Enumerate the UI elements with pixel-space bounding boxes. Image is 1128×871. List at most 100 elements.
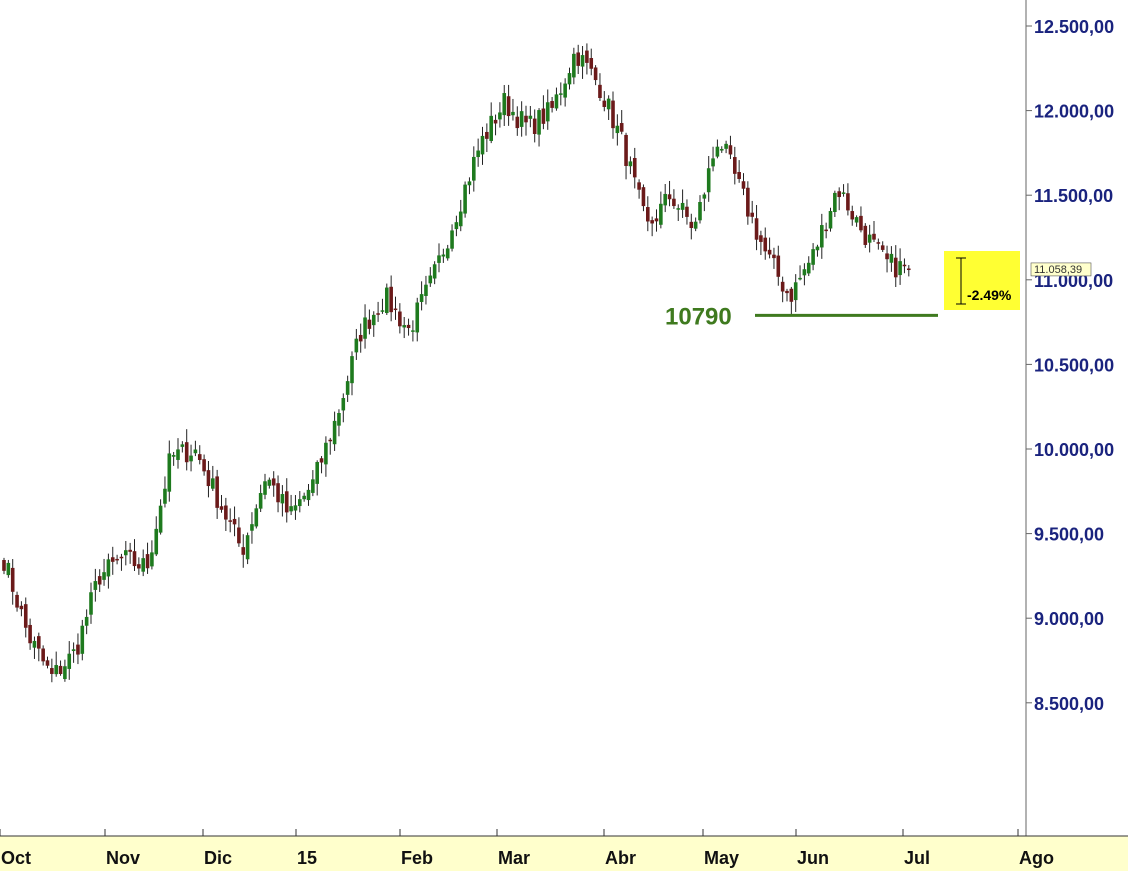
y-tick-label: 12.000,00 (1034, 102, 1114, 122)
candle-body (685, 206, 689, 217)
candle (806, 256, 811, 277)
candle (885, 245, 889, 273)
candle-body (650, 220, 654, 224)
candle (524, 105, 528, 136)
y-tick-label: 11.500,00 (1034, 186, 1113, 206)
candle-body (158, 505, 163, 533)
candle (106, 553, 111, 589)
last-price-label: 11.058,39 (1034, 264, 1082, 276)
candle (211, 465, 215, 492)
last-price-tag: 11.058,39 (1030, 262, 1092, 277)
candle-body (450, 230, 454, 249)
candle-body (846, 193, 850, 211)
candle-body (41, 648, 45, 662)
candle (472, 146, 476, 192)
candle-body (698, 202, 702, 221)
candle (476, 138, 480, 167)
candle-body (889, 253, 894, 263)
candle (559, 82, 563, 106)
candle (254, 504, 259, 529)
candle (606, 95, 611, 120)
candle-body (741, 181, 746, 189)
candle-body (32, 640, 37, 648)
candle (371, 311, 376, 337)
candle-body (463, 184, 467, 214)
candle (158, 499, 163, 535)
candle (58, 660, 63, 676)
candle-body (167, 453, 172, 492)
candle-body (719, 148, 724, 151)
candle-body (119, 556, 124, 559)
candle-body (776, 255, 781, 277)
candle (332, 411, 337, 451)
candle-body (6, 562, 11, 576)
candle-body (393, 308, 398, 311)
candle (615, 114, 620, 146)
candle-body (258, 493, 263, 509)
candle (632, 147, 637, 189)
candle-body (454, 222, 459, 230)
candle-body (428, 275, 433, 284)
candle-body (828, 211, 833, 229)
candle (659, 191, 663, 229)
candle (689, 213, 694, 240)
candle (324, 436, 328, 477)
candle (241, 534, 246, 568)
candle (541, 95, 546, 130)
candle-body (598, 84, 602, 98)
y-tick-label: 10.000,00 (1034, 440, 1114, 460)
candle-body (37, 636, 41, 649)
candle (328, 437, 333, 455)
x-tick-label: Abr (605, 848, 636, 868)
x-axis-ticks: Oct Nov Dic 15 Feb Mar Abr May Jun Jul Ago (0, 829, 1054, 868)
candle (902, 258, 907, 274)
candle (267, 477, 272, 489)
candle (345, 375, 350, 402)
candle (863, 223, 868, 248)
candle-body (424, 284, 428, 296)
candle (537, 108, 541, 147)
candle (380, 298, 385, 314)
candle-body (324, 442, 328, 465)
candle (619, 110, 624, 135)
candle-body (502, 93, 507, 116)
candle (489, 102, 493, 144)
candle (219, 495, 224, 513)
candle (206, 460, 211, 498)
candle (224, 497, 228, 531)
candle-body (767, 249, 772, 255)
candle (411, 320, 415, 342)
candle-body (102, 572, 106, 580)
candle (311, 470, 315, 497)
candle (237, 517, 241, 547)
candle (550, 96, 554, 113)
candle-body (663, 193, 667, 206)
candle-body (19, 605, 24, 610)
candle (189, 444, 193, 472)
candle (84, 609, 89, 635)
candle (132, 539, 137, 571)
candle-body (193, 449, 198, 454)
candle-body (419, 294, 424, 302)
candle-body (537, 110, 541, 135)
candle (602, 91, 607, 112)
y-tick-label: 8.500,00 (1034, 694, 1104, 714)
candle-body (219, 506, 224, 510)
candle-body (759, 235, 763, 242)
candle-body (498, 112, 502, 120)
candle (746, 181, 750, 225)
candle (846, 183, 850, 216)
candle (672, 189, 676, 209)
candle-body (228, 520, 232, 522)
candle (15, 591, 19, 612)
candle (611, 91, 615, 139)
candle-body (750, 212, 754, 217)
candle-body (389, 286, 393, 313)
y-axis-ticks: 8.500,00 9.000,00 9.500,00 10.000,00 10.500,… (1026, 17, 1114, 714)
candle (876, 238, 881, 250)
candle (2, 557, 6, 575)
candle-body (902, 264, 907, 267)
candle (271, 471, 276, 497)
candle-body (254, 508, 259, 527)
candle-body (23, 604, 28, 628)
